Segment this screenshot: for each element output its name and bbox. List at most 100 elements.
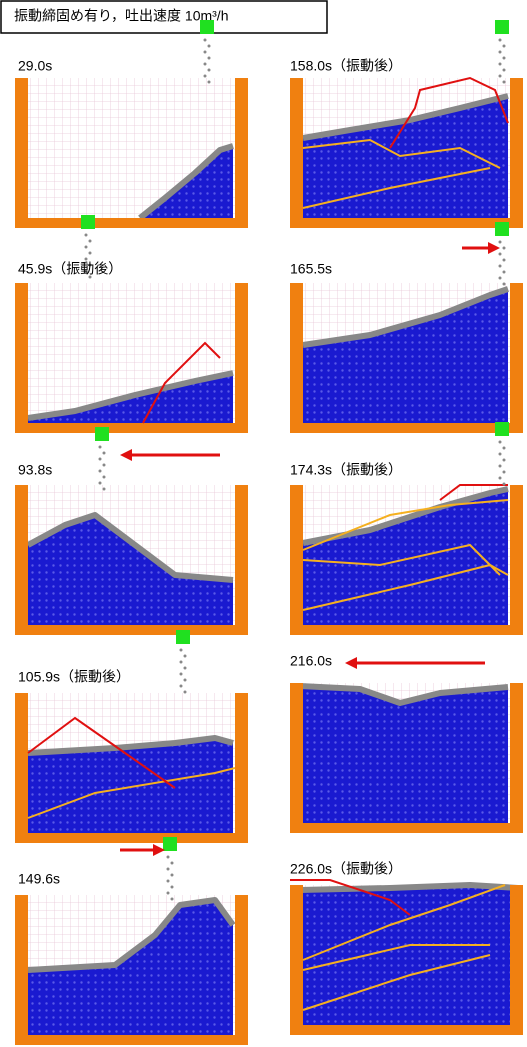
falling-particle — [99, 482, 102, 485]
simulation-panel — [290, 880, 523, 1035]
nozzle — [495, 20, 509, 34]
falling-particle — [99, 470, 102, 473]
falling-particle — [171, 874, 174, 877]
falling-particle — [503, 283, 506, 286]
panel-label: 158.0s（振動後） — [290, 58, 402, 74]
container-wall — [510, 683, 523, 833]
nozzle — [176, 630, 190, 644]
falling-particle — [208, 69, 211, 72]
particle-bed — [300, 686, 508, 823]
falling-particle — [180, 685, 183, 688]
panels — [15, 20, 523, 1045]
falling-particle — [499, 277, 502, 280]
title: 振動締固め有り，吐出速度 10m³/h — [14, 8, 228, 24]
container-floor — [290, 423, 523, 433]
container-wall — [290, 485, 303, 635]
container-wall — [290, 683, 303, 833]
falling-particle — [503, 81, 506, 84]
falling-particle — [180, 661, 183, 664]
container-wall — [290, 78, 303, 228]
nozzle — [81, 215, 95, 229]
falling-particle — [204, 63, 207, 66]
falling-particle — [171, 862, 174, 865]
panel-label: 93.8s — [18, 462, 52, 478]
falling-particle — [503, 483, 506, 486]
container-wall — [235, 283, 248, 433]
falling-particle — [99, 458, 102, 461]
falling-particle — [167, 868, 170, 871]
falling-particle — [503, 57, 506, 60]
falling-particle — [171, 886, 174, 889]
falling-particle — [499, 241, 502, 244]
falling-particle — [208, 81, 211, 84]
falling-particle — [499, 39, 502, 42]
falling-particle — [85, 234, 88, 237]
falling-particle — [103, 488, 106, 491]
falling-particle — [103, 452, 106, 455]
container-floor — [290, 218, 523, 228]
container-floor — [15, 1035, 248, 1045]
container-wall — [15, 693, 28, 843]
simulation-panel — [290, 20, 523, 228]
container-floor — [290, 625, 523, 635]
falling-particle — [99, 446, 102, 449]
container-floor — [15, 833, 248, 843]
container-floor — [15, 625, 248, 635]
falling-particle — [204, 39, 207, 42]
nozzle — [495, 422, 509, 436]
falling-particle — [184, 691, 187, 694]
falling-particle — [184, 679, 187, 682]
falling-particle — [503, 459, 506, 462]
panel-label: 226.0s（振動後） — [290, 861, 402, 877]
falling-particle — [503, 447, 506, 450]
falling-particle — [499, 477, 502, 480]
container-floor — [290, 823, 523, 833]
container-wall — [510, 78, 523, 228]
panel-label: 216.0s — [290, 653, 332, 669]
particle-bed — [300, 885, 518, 1025]
arrow-head — [488, 242, 500, 254]
falling-particle — [499, 51, 502, 54]
falling-particle — [503, 45, 506, 48]
falling-particle — [503, 69, 506, 72]
panel-label: 29.0s — [18, 58, 52, 74]
falling-particle — [171, 898, 174, 901]
nozzle — [200, 20, 214, 34]
falling-particle — [499, 75, 502, 78]
container-wall — [290, 283, 303, 433]
container-wall — [510, 283, 523, 433]
container-floor — [15, 218, 248, 228]
simulation-panel — [290, 222, 523, 433]
falling-particle — [89, 252, 92, 255]
panel-label: 149.6s — [18, 871, 60, 887]
container-wall — [510, 485, 523, 635]
falling-particle — [204, 75, 207, 78]
falling-particle — [503, 259, 506, 262]
arrow-head — [345, 657, 357, 669]
container-wall — [235, 485, 248, 635]
container-wall — [235, 895, 248, 1045]
container-floor — [290, 1025, 523, 1035]
nozzle — [495, 222, 509, 236]
falling-particle — [503, 271, 506, 274]
falling-particle — [208, 45, 211, 48]
nozzle — [95, 427, 109, 441]
container-wall — [15, 283, 28, 433]
panel-label: 105.9s（振動後） — [18, 669, 130, 685]
simulation-panel — [15, 215, 248, 433]
falling-particle — [184, 667, 187, 670]
container-wall — [15, 895, 28, 1045]
falling-particle — [103, 464, 106, 467]
falling-particle — [204, 51, 207, 54]
falling-particle — [167, 856, 170, 859]
simulation-panel — [290, 422, 523, 635]
falling-particle — [103, 476, 106, 479]
container-wall — [290, 885, 303, 1035]
falling-particle — [208, 57, 211, 60]
falling-particle — [503, 247, 506, 250]
container-wall — [15, 485, 28, 635]
simulation-panel — [15, 837, 248, 1045]
falling-particle — [85, 246, 88, 249]
falling-particle — [499, 441, 502, 444]
panel-label: 45.9s（振動後） — [18, 261, 122, 277]
